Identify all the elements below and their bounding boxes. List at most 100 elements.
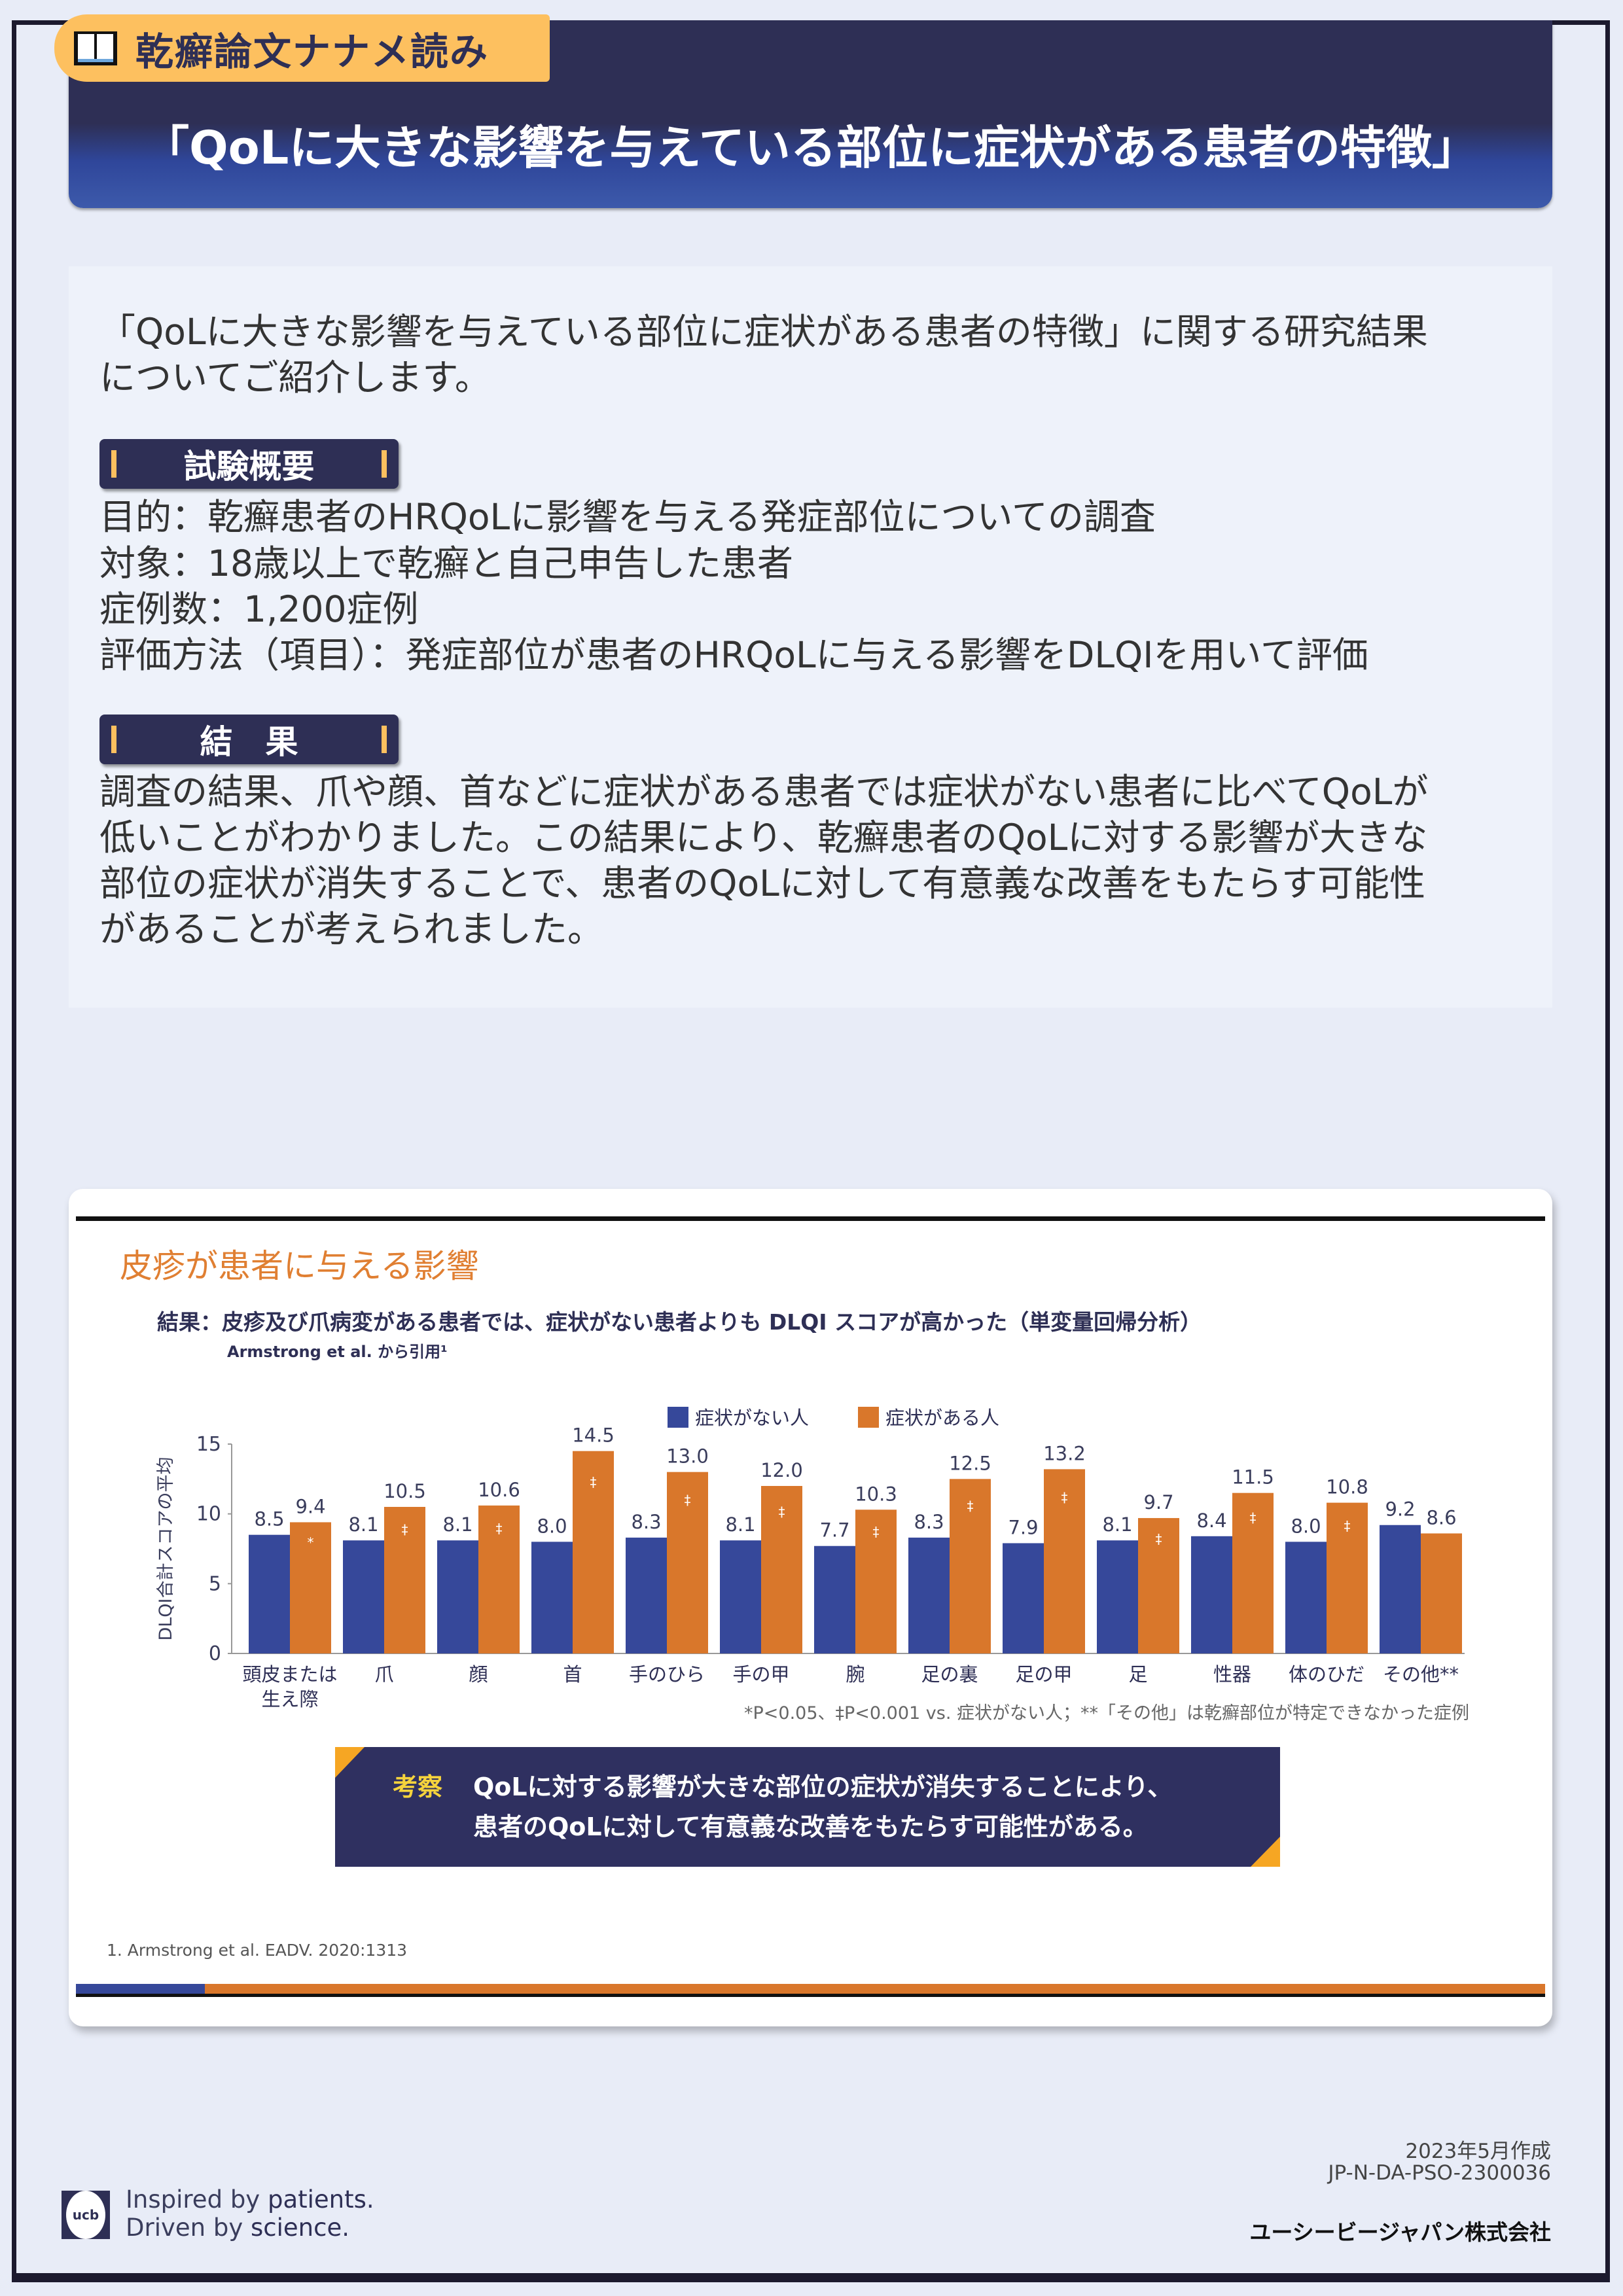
data-label: 10.5 (383, 1480, 426, 1502)
bar (1097, 1540, 1138, 1653)
data-label: 7.9 (1008, 1516, 1038, 1538)
category-label: 手の甲 (732, 1663, 789, 1686)
data-label: 8.1 (1102, 1513, 1132, 1536)
bottom-rule (76, 1994, 1545, 1997)
legend-label: 症状がない人 (695, 1407, 809, 1429)
legend-swatch (858, 1407, 879, 1428)
bar (343, 1540, 384, 1653)
bar (1044, 1469, 1085, 1653)
intro-line: 「QoLに大きな影響を与えている部位に症状がある患者の特徴」に関する研究結果 (99, 311, 1428, 353)
results-line: 低いことがわかりました。この結果により、乾癬患者のQoLに対する影響が大きな (99, 817, 1428, 858)
data-label: 8.1 (725, 1513, 755, 1536)
ucb-logo: ucb (62, 2191, 110, 2239)
data-label: 8.3 (914, 1511, 944, 1533)
bar (950, 1479, 991, 1653)
bar (667, 1472, 708, 1653)
data-label: 8.6 (1426, 1507, 1456, 1529)
category-label: 手のひら (629, 1663, 705, 1686)
y-tick-label: 5 (209, 1572, 221, 1595)
category-label: 足の裏 (921, 1663, 978, 1686)
svg-text:ucb: ucb (73, 2207, 99, 2223)
significance-mark: ‡ (779, 1504, 785, 1519)
intro-line: についてご紹介します。 (99, 357, 491, 398)
bar (290, 1522, 331, 1653)
bar (1285, 1542, 1327, 1653)
results-line: 調査の結果、爪や顔、首などに症状がある患者では症状がない患者に比べてQoLが (99, 771, 1429, 813)
legend-swatch (668, 1407, 688, 1428)
data-label: 13.2 (1043, 1442, 1086, 1464)
significance-mark: ‡ (590, 1474, 597, 1490)
data-label: 9.7 (1143, 1491, 1173, 1513)
bar (1327, 1502, 1368, 1653)
significance-mark: ‡ (967, 1498, 974, 1513)
bar-chart: 0 5 10 15 DLQI合計スコアの平均 症状がない人 症状がある人 8.5 9.4 * 頭皮ま… (156, 1407, 1465, 1710)
section-label-overview: 試験概要 (99, 439, 399, 489)
overview-line: 対象：18歳以上で乾癬と自己申告した患者 (99, 542, 793, 584)
data-label: 9.2 (1385, 1498, 1415, 1521)
data-label: 8.3 (631, 1511, 661, 1533)
data-label: 13.0 (666, 1445, 709, 1468)
significance-mark: ‡ (1061, 1490, 1068, 1506)
data-label: 10.8 (1326, 1476, 1368, 1498)
slogan-line: Inspired by patients. (126, 2185, 374, 2214)
conclusion-line: QoLに対する影響が大きな部位の症状が消失することにより、 (473, 1773, 1172, 1801)
bar (720, 1540, 761, 1653)
bottom-bar-blue (76, 1984, 205, 1994)
category-label: 性器 (1213, 1663, 1251, 1686)
open-book-icon (74, 31, 117, 65)
bar (1232, 1492, 1274, 1653)
bar (855, 1510, 897, 1653)
creation-date: 2023年5月作成 (1405, 2140, 1551, 2163)
summary-panel (69, 266, 1552, 1008)
data-label: 12.5 (949, 1452, 991, 1474)
significance-mark: ‡ (1344, 1518, 1351, 1534)
data-label: 8.4 (1196, 1510, 1226, 1532)
significance-mark: * (308, 1535, 314, 1551)
overview-line: 症例数：1,200症例 (99, 588, 419, 630)
data-label: 8.0 (537, 1515, 567, 1537)
bar (531, 1542, 573, 1653)
slide-citation: Armstrong et al. から引用¹ (227, 1343, 448, 1361)
data-label: 10.6 (478, 1479, 520, 1501)
legend-label: 症状がある人 (885, 1407, 999, 1429)
y-tick-label: 10 (196, 1503, 221, 1526)
bar (478, 1505, 520, 1653)
category-label: 足 (1128, 1663, 1147, 1686)
category-label: 生え際 (261, 1688, 318, 1710)
reference: 1. Armstrong et al. EADV. 2020:1313 (107, 1941, 407, 1960)
slide-figure: 皮疹が患者に与える影響 結果：皮疹及び爪病変がある患者では、症状がない患者よりも… (76, 1216, 1545, 1997)
results-line: 部位の症状が消失することで、患者のQoLに対して有意義な改善をもたらす可能性 (99, 862, 1425, 904)
bar (814, 1545, 855, 1653)
category-label: 頭皮または (242, 1663, 337, 1686)
significance-mark: ‡ (496, 1521, 503, 1536)
bar (1003, 1543, 1044, 1653)
company-name: ユーシービージャパン株式会社 (1249, 2219, 1551, 2245)
category-label: 顔 (469, 1663, 488, 1686)
conclusion-label: 考察 (393, 1773, 442, 1801)
significance-mark: ‡ (402, 1522, 408, 1538)
page-title: 「QoLに大きな影響を与えている部位に症状がある患者の特徴」 (143, 121, 1478, 175)
section-label-results: 結 果 (99, 715, 399, 764)
slide-card: 皮疹が患者に与える影響 結果：皮疹及び爪病変がある患者では、症状がない患者よりも… (69, 1189, 1552, 2026)
bar (1138, 1518, 1179, 1653)
data-label: 8.1 (348, 1513, 378, 1536)
series-tag-label: 乾癬論文ナナメ読み (135, 29, 490, 74)
conclusion-line: 患者のQoLに対して有意義な改善をもたらす可能性がある。 (473, 1812, 1148, 1841)
document-code: JP-N-DA-PSO-2300036 (1328, 2161, 1551, 2185)
bar (437, 1540, 478, 1653)
slogan-text: Inspired by (126, 2185, 268, 2214)
bar (573, 1451, 614, 1653)
overview-line: 目的：乾癬患者のHRQoLに影響を与える発症部位についての調査 (99, 496, 1156, 538)
significance-mark: ‡ (685, 1492, 691, 1508)
significance-mark: ‡ (873, 1524, 880, 1540)
overview-line: 評価方法（項目）：発症部位が患者のHRQoLに与える影響をDLQIを用いて評価 (99, 634, 1368, 676)
bar (908, 1537, 950, 1653)
slogan-emphasis: science. (251, 2214, 349, 2242)
category-label: 体のひだ (1289, 1663, 1364, 1686)
bar (1421, 1533, 1462, 1653)
data-label: 8.0 (1291, 1515, 1321, 1537)
significance-mark: ‡ (1250, 1510, 1257, 1525)
bar (1191, 1536, 1232, 1653)
category-label: その他** (1383, 1663, 1459, 1686)
bar (384, 1507, 425, 1653)
